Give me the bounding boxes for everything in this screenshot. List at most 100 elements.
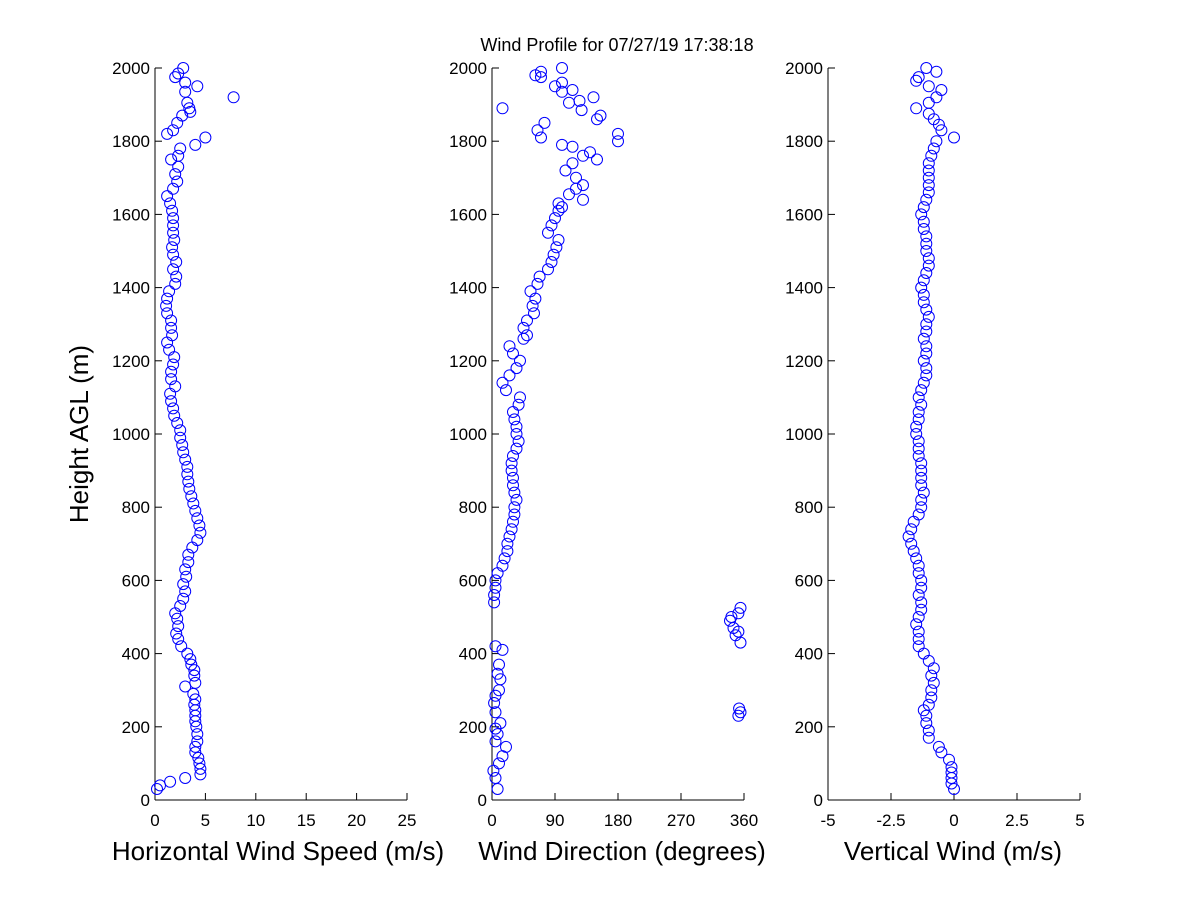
data-point: [922, 724, 935, 737]
data-point: [166, 204, 179, 217]
data-point: [925, 669, 938, 682]
data-point: [505, 523, 518, 536]
x-tick-label: 90: [546, 811, 565, 830]
data-point: [176, 439, 189, 451]
data-point: [169, 277, 182, 290]
x-tick-label: 0: [487, 811, 496, 830]
data-point: [508, 413, 521, 426]
data-point: [172, 620, 185, 633]
data-point: [549, 80, 561, 93]
data-point: [491, 667, 504, 680]
y-tick-label: 2000: [785, 59, 823, 78]
data-point: [189, 693, 202, 706]
data-point: [489, 706, 502, 719]
data-point: [917, 296, 930, 309]
data-point: [912, 611, 925, 623]
data-point: [932, 740, 945, 753]
data-point: [161, 307, 174, 320]
data-point: [161, 292, 174, 305]
data-point: [171, 417, 184, 429]
data-point: [177, 592, 190, 605]
data-point: [174, 142, 187, 155]
data-point: [920, 325, 933, 338]
data-point: [920, 709, 933, 722]
data-point: [176, 109, 189, 122]
data-point: [510, 428, 523, 440]
data-point: [917, 376, 930, 389]
x-axis-label-speed: Horizontal Wind Speed (m/s): [112, 836, 444, 866]
y-tick-label: 200: [459, 718, 487, 737]
data-point: [917, 486, 930, 499]
data-point: [912, 633, 925, 645]
data-point: [922, 171, 935, 184]
data-point: [166, 329, 179, 342]
data-point: [930, 91, 943, 104]
data-point: [612, 127, 624, 140]
data-point: [915, 281, 928, 294]
data-point: [183, 102, 196, 115]
data-point: [591, 113, 603, 126]
data-point: [503, 530, 516, 543]
data-point: [935, 84, 948, 96]
horizontal-wind-speed-panel: 0 200 400 600 800 1000 1200 1400 1600 1800 2000 0 5 1…: [112, 59, 416, 830]
data-point: [170, 256, 183, 268]
data-point: [912, 442, 925, 455]
data-point: [915, 479, 928, 492]
data-point: [172, 160, 185, 173]
data-point: [514, 391, 526, 404]
data-point: [521, 314, 533, 327]
y-tick-label: 0: [141, 791, 150, 810]
data-point: [547, 248, 560, 261]
data-point: [915, 384, 928, 397]
data-point: [912, 625, 925, 638]
data-point: [188, 669, 201, 682]
data-point: [922, 310, 935, 323]
data-point: [920, 237, 933, 250]
data-point: [927, 142, 940, 155]
y-tick-label: 400: [122, 645, 150, 664]
data-point: [556, 138, 568, 151]
data-point: [925, 691, 938, 704]
data-point: [503, 340, 516, 353]
data-point: [528, 307, 540, 320]
data-point: [910, 420, 923, 433]
data-point: [170, 270, 183, 283]
data-point: [925, 149, 938, 162]
data-point: [577, 149, 589, 162]
data-point: [912, 640, 925, 653]
data-point: [905, 537, 918, 550]
data-point: [177, 578, 190, 591]
data-point: [612, 135, 624, 148]
data-point: [194, 526, 207, 539]
data-point: [151, 783, 163, 795]
data-point: [488, 596, 501, 609]
data-point: [556, 201, 568, 214]
data-point: [912, 413, 925, 426]
y-tick-label: 1000: [449, 425, 487, 444]
data-point: [575, 104, 588, 117]
data-point: [948, 131, 960, 144]
data-point: [500, 740, 512, 753]
x-tick-label: 20: [347, 811, 366, 830]
data-point: [185, 658, 198, 671]
data-point: [169, 380, 182, 393]
y-tick-label: 1600: [785, 205, 823, 224]
data-point: [507, 471, 519, 484]
x-tick-label: -2.5: [876, 811, 905, 830]
y-tick-label: 600: [459, 571, 487, 590]
data-point: [512, 435, 525, 448]
data-point: [734, 601, 747, 614]
y-tick-label: 200: [122, 718, 150, 737]
data-point: [175, 640, 188, 653]
data-point: [172, 633, 185, 645]
data-point: [920, 230, 933, 243]
data-point: [922, 259, 935, 272]
data-point: [577, 193, 589, 206]
y-tick-label: 1200: [112, 352, 150, 371]
data-point: [531, 277, 544, 290]
data-point: [508, 486, 521, 499]
data-point: [573, 94, 586, 107]
data-point: [920, 267, 933, 279]
data-point: [512, 398, 525, 411]
data-point: [165, 153, 178, 166]
